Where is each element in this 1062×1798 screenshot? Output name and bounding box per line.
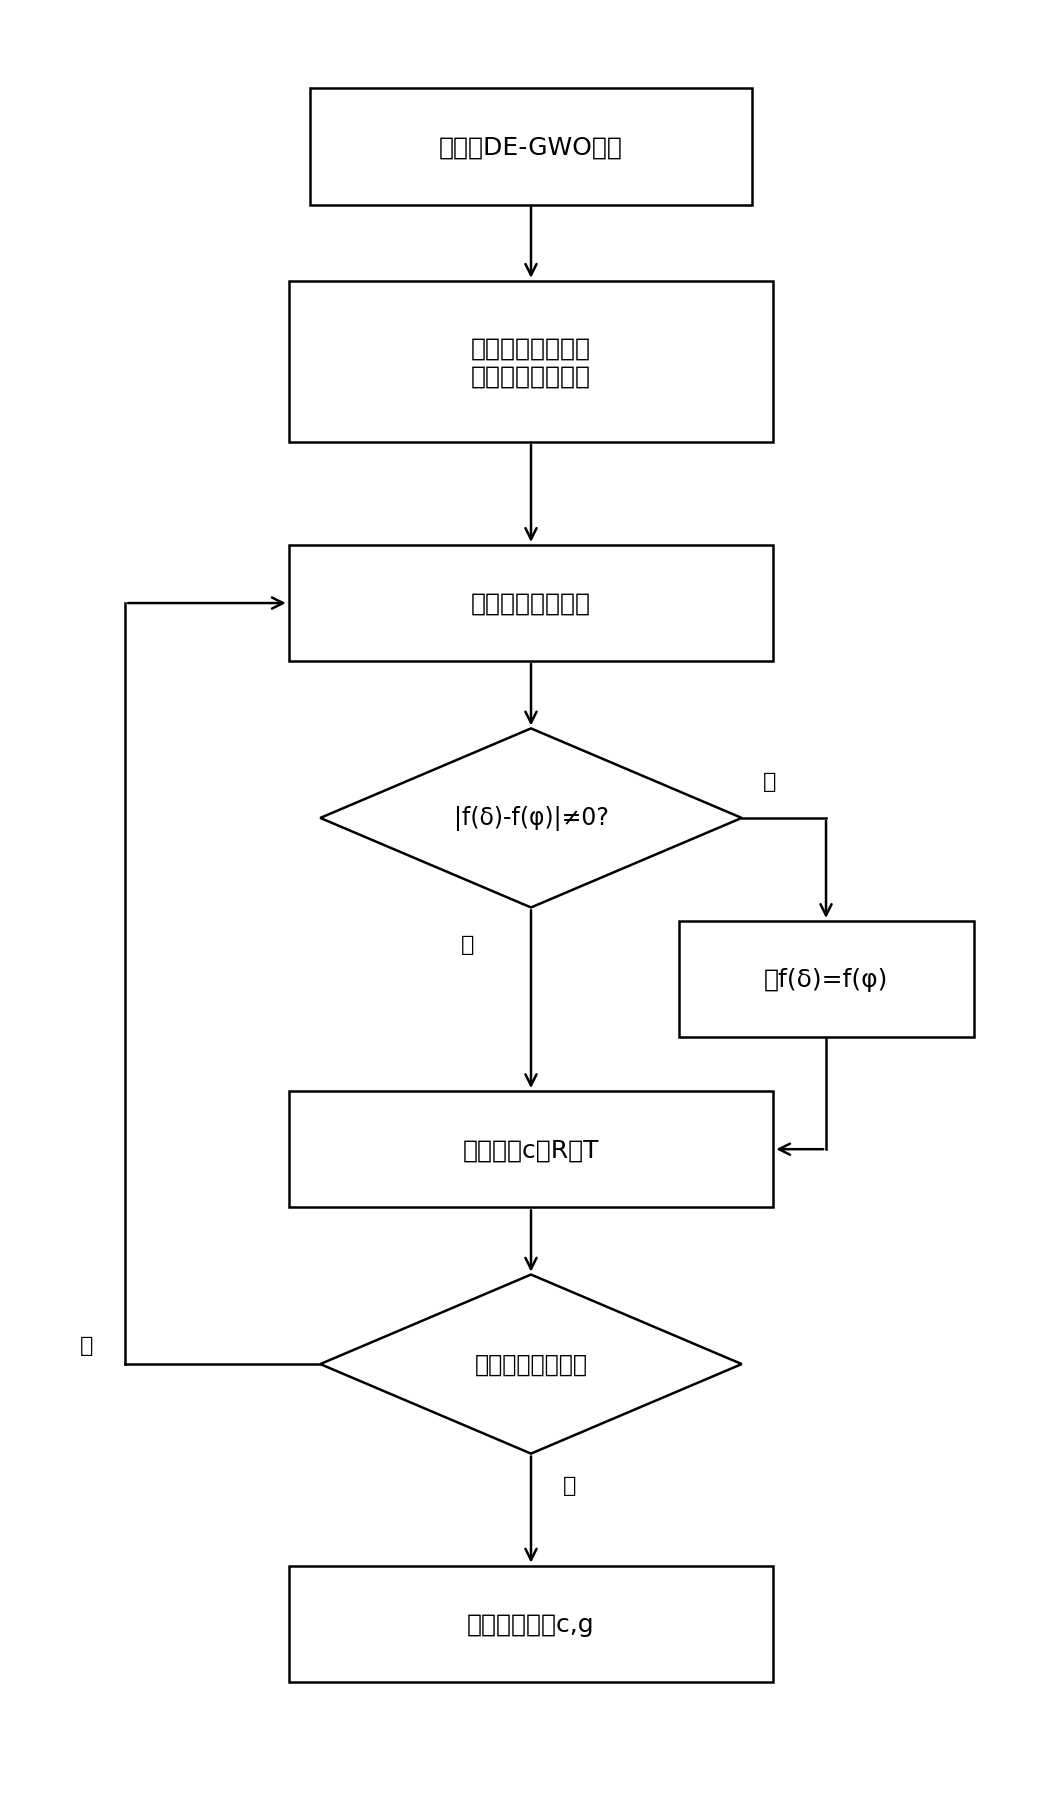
Text: 是: 是 [763,771,776,791]
Text: 否: 否 [81,1336,93,1356]
FancyBboxPatch shape [289,1091,773,1208]
Text: 令f(δ)=f(φ): 令f(δ)=f(φ) [764,967,888,991]
Text: |f(δ)-f(φ)|≠0?: |f(δ)-f(φ)|≠0? [453,806,609,831]
FancyBboxPatch shape [289,282,773,442]
Polygon shape [321,1275,741,1455]
FancyBboxPatch shape [289,545,773,662]
FancyBboxPatch shape [679,921,974,1037]
Text: 初始化DE-GWO参数: 初始化DE-GWO参数 [439,135,623,160]
Text: 满足迭代总次数？: 满足迭代总次数？ [475,1352,587,1375]
Text: 随机产生父代、突
变、子代灰狼群体: 随机产生父代、突 变、子代灰狼群体 [472,336,590,388]
Polygon shape [321,728,741,908]
Text: 更新父代灰狼种群: 更新父代灰狼种群 [472,592,590,615]
FancyBboxPatch shape [310,90,752,205]
FancyBboxPatch shape [289,1566,773,1681]
Text: 输出最优参数c,g: 输出最优参数c,g [467,1611,595,1636]
Text: 更新参数c，R，T: 更新参数c，R，T [463,1138,599,1162]
Text: 是: 是 [563,1476,576,1496]
Text: 否: 否 [461,935,475,955]
